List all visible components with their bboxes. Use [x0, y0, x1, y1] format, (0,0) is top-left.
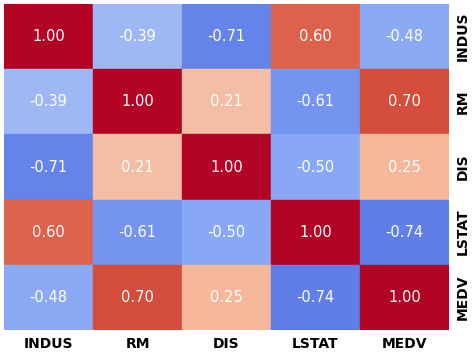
Bar [93, 265, 182, 330]
Bar [182, 4, 271, 69]
Text: 1.00: 1.00 [121, 94, 154, 109]
Bar [182, 69, 271, 135]
Bar [93, 135, 182, 200]
Text: 1.00: 1.00 [210, 159, 243, 175]
Text: 0.70: 0.70 [388, 94, 421, 109]
Text: -0.39: -0.39 [30, 94, 68, 109]
Bar [360, 135, 449, 200]
Bar [182, 265, 271, 330]
Text: 0.60: 0.60 [299, 29, 332, 44]
Bar [360, 200, 449, 265]
Text: -0.61: -0.61 [118, 225, 156, 240]
Bar [271, 200, 360, 265]
Bar [182, 200, 271, 265]
Text: -0.50: -0.50 [296, 159, 335, 175]
Text: -0.71: -0.71 [29, 159, 68, 175]
Bar [4, 265, 93, 330]
Bar [360, 4, 449, 69]
Bar [93, 69, 182, 135]
Bar [360, 265, 449, 330]
Text: -0.39: -0.39 [118, 29, 156, 44]
Text: 0.70: 0.70 [121, 290, 154, 305]
Text: -0.61: -0.61 [296, 94, 335, 109]
Text: 1.00: 1.00 [388, 290, 421, 305]
Text: -0.48: -0.48 [385, 29, 423, 44]
Bar [93, 4, 182, 69]
Bar [4, 135, 93, 200]
Bar [4, 4, 93, 69]
Bar [4, 69, 93, 135]
Text: 1.00: 1.00 [299, 225, 332, 240]
Bar [182, 135, 271, 200]
Text: 0.21: 0.21 [210, 94, 243, 109]
Bar [271, 69, 360, 135]
Text: 1.00: 1.00 [32, 29, 65, 44]
Bar [93, 200, 182, 265]
Text: 0.25: 0.25 [388, 159, 421, 175]
Bar [271, 135, 360, 200]
Bar [271, 4, 360, 69]
Bar [360, 69, 449, 135]
Text: -0.50: -0.50 [208, 225, 246, 240]
Text: -0.71: -0.71 [208, 29, 246, 44]
Text: -0.74: -0.74 [296, 290, 335, 305]
Text: -0.74: -0.74 [385, 225, 423, 240]
Text: -0.48: -0.48 [30, 290, 68, 305]
Text: 0.60: 0.60 [32, 225, 65, 240]
Bar [271, 265, 360, 330]
Text: 0.25: 0.25 [210, 290, 243, 305]
Text: 0.21: 0.21 [121, 159, 154, 175]
Bar [4, 200, 93, 265]
